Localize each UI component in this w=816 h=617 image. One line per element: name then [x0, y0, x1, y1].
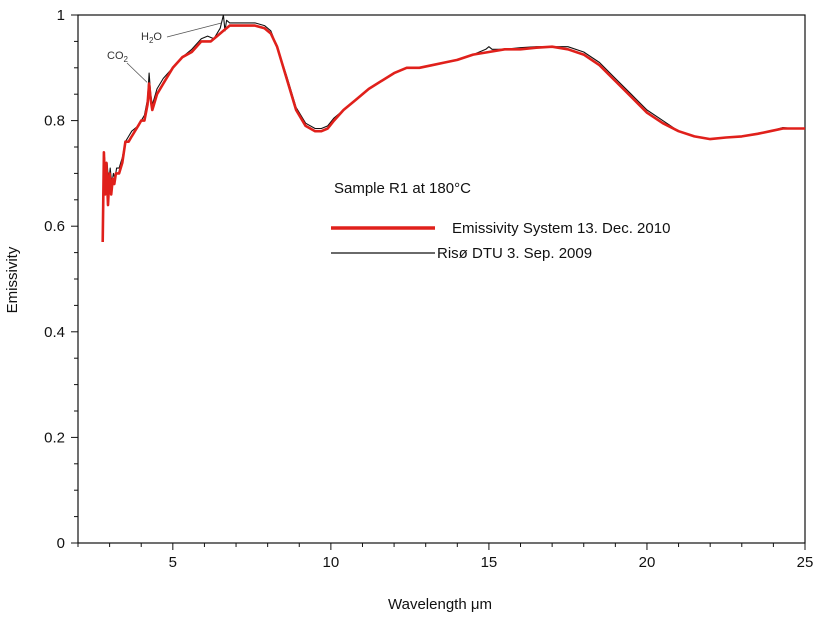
series-line-emissivity-system	[101, 24, 805, 243]
h2o-annotation: H2O	[141, 31, 162, 45]
y-axis: 0 0.2 0.4 0.6 0.8 1	[44, 7, 78, 552]
co2-annotation-base: CO	[107, 50, 124, 62]
x-tick-label: 25	[797, 554, 814, 571]
legend-label-riso-dtu: Risø DTU 3. Sep. 2009	[437, 245, 592, 262]
y-tick-label: 0.6	[44, 218, 65, 235]
y-tick-label: 0.4	[44, 324, 65, 341]
co2-leader-line	[126, 62, 148, 83]
x-tick-label: 15	[481, 554, 498, 571]
legend-title: Sample R1 at 180°C	[334, 180, 471, 197]
co2-annotation-sub: 2	[124, 55, 129, 64]
legend: Sample R1 at 180°C Emissivity System 13.…	[331, 180, 670, 262]
plot-border	[77, 14, 806, 544]
y-tick-label: 1	[57, 7, 65, 24]
h2o-annotation-sub: 2	[149, 36, 154, 45]
co2-annotation: CO2	[107, 50, 129, 64]
x-axis: 5 10 15 20 25	[77, 543, 814, 571]
x-tick-label: 10	[323, 554, 340, 571]
y-tick-label: 0	[57, 535, 65, 552]
legend-label-emissivity-system: Emissivity System 13. Dec. 2010	[452, 220, 670, 237]
plot-frame	[77, 14, 806, 544]
series-layer	[101, 14, 805, 243]
x-axis-label: Wavelength μm	[388, 596, 492, 613]
y-tick-label: 0.8	[44, 113, 65, 130]
h2o-annotation-base: H	[141, 31, 149, 43]
h2o-leader-line	[166, 22, 222, 38]
y-tick-label: 0.2	[44, 429, 65, 446]
x-tick-label: 5	[169, 554, 177, 571]
x-tick-label: 20	[639, 554, 656, 571]
h2o-annotation-suffix: O	[153, 31, 162, 43]
y-axis-label: Emissivity	[4, 246, 21, 313]
